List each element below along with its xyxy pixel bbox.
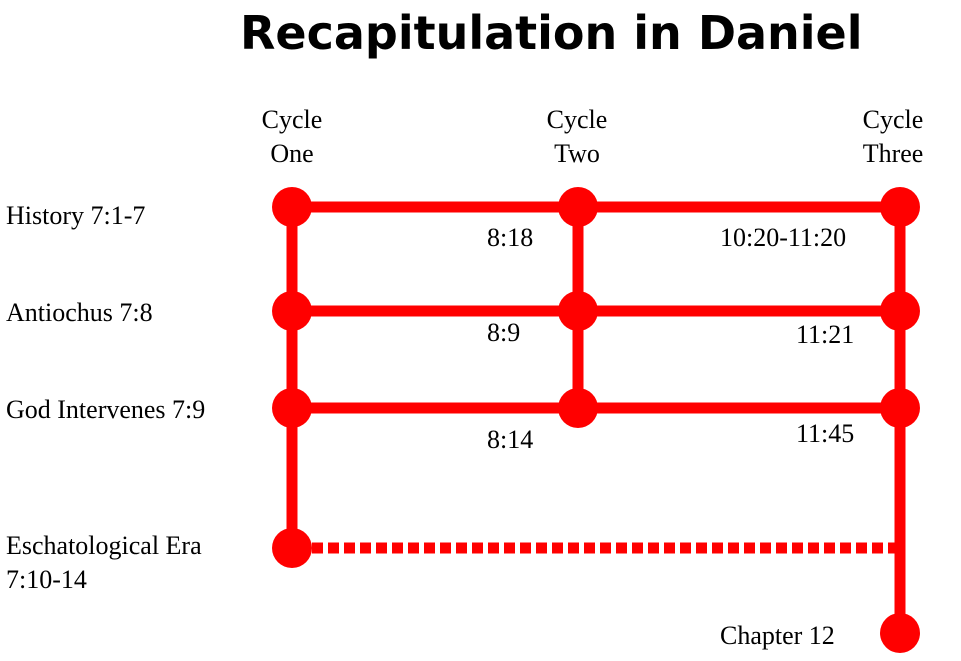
node-antiochus-cycle-two	[558, 291, 598, 331]
node-history-cycle-one	[272, 187, 312, 227]
row-label-eschatological-era: Eschatological Era 7:10-14	[6, 529, 202, 597]
node-eschatological-cycle-one	[272, 528, 312, 568]
node-chapter-12	[880, 613, 920, 653]
node-god-intervenes-cycle-two	[558, 388, 598, 428]
ref-cycle-two-antiochus: 8:9	[487, 318, 521, 347]
row-label-antiochus: Antiochus 7:8	[6, 298, 153, 327]
node-antiochus-cycle-one	[272, 291, 312, 331]
column-header-cycle-three: Cycle Three	[833, 103, 953, 171]
chapter-12-label: Chapter 12	[720, 621, 835, 650]
node-antiochus-cycle-three	[880, 291, 920, 331]
node-history-cycle-three	[880, 187, 920, 227]
row-label-history: History 7:1-7	[6, 201, 146, 230]
ref-cycle-two-history: 8:18	[487, 223, 534, 252]
ref-cycle-three-antiochus: 11:21	[796, 320, 855, 349]
column-header-line1: Cycle	[261, 105, 323, 134]
row-label-line2: 7:10-14	[6, 565, 87, 594]
ref-cycle-three-history: 10:20-11:20	[720, 223, 847, 252]
column-header-line1: Cycle	[546, 105, 608, 134]
ref-cycle-three-god-intervenes: 11:45	[796, 419, 855, 448]
row-label-line1: Eschatological Era	[6, 531, 202, 560]
column-header-cycle-one: Cycle One	[232, 103, 352, 171]
ref-cycle-two-god-intervenes: 8:14	[487, 425, 534, 454]
column-header-line1: Cycle	[862, 105, 924, 134]
node-history-cycle-two	[558, 187, 598, 227]
column-header-line2: One	[270, 139, 314, 168]
node-god-intervenes-cycle-one	[272, 388, 312, 428]
page-title: Recapitulation in Daniel	[240, 6, 863, 60]
column-header-cycle-two: Cycle Two	[517, 103, 637, 171]
node-god-intervenes-cycle-three	[880, 388, 920, 428]
row-label-god-intervenes: God Intervenes 7:9	[6, 395, 206, 424]
column-header-line2: Three	[862, 139, 924, 168]
column-header-line2: Two	[554, 139, 600, 168]
